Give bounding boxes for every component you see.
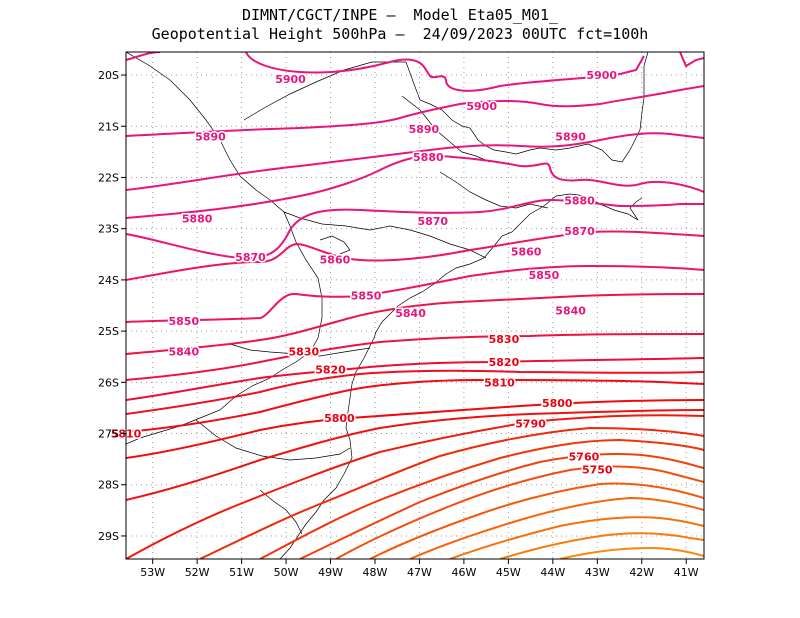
contour-label: 5900 (466, 100, 497, 113)
contour-label: 5860 (320, 253, 351, 266)
contour-line (679, 52, 704, 68)
coastline-and-borders (126, 52, 649, 559)
contour-line (369, 482, 704, 559)
contour-line (299, 453, 704, 559)
y-tick-label: 28S (98, 479, 119, 492)
contour-label: 5890 (409, 123, 440, 136)
contour-label: 5800 (542, 397, 573, 410)
x-tick-label: 52W (185, 566, 210, 579)
y-tick-label: 24S (98, 274, 119, 287)
x-tick-label: 53W (140, 566, 165, 579)
contour-line (449, 516, 704, 559)
x-tick-label: 49W (318, 566, 343, 579)
contour-line (335, 465, 704, 559)
contour-line (126, 264, 704, 323)
contour-label: 5840 (555, 305, 586, 318)
contour-line (245, 52, 645, 92)
contour-label: 5820 (315, 364, 346, 377)
contour-label: 5880 (182, 212, 213, 225)
axis-ticks: 53W 52W 51W 50W 49W 48W 47W 46W 45W 44W 43W 42W 41W 2… (98, 69, 699, 579)
contour-label: 5830 (289, 346, 320, 359)
contour-label: 5880 (564, 195, 595, 208)
x-tick-label: 41W (674, 566, 699, 579)
y-tick-label: 20S (98, 69, 119, 82)
contour-label: 5900 (586, 69, 617, 82)
contour-line (259, 438, 704, 559)
contour-line (126, 369, 704, 415)
contour-labels: 5900 5900 5900 5890 5890 5890 5880 5880 5880 5870… (109, 68, 619, 478)
contour-line (126, 399, 704, 459)
contour-line (126, 409, 704, 501)
x-tick-label: 43W (585, 566, 610, 579)
contour-label: 5800 (324, 412, 355, 425)
contour-line (409, 496, 704, 559)
contour-label: 5830 (489, 333, 520, 346)
contour-line (126, 198, 704, 260)
x-tick-label: 51W (229, 566, 254, 579)
contour-label: 5870 (235, 251, 266, 264)
map-title-line-2: Geopotential Height 500hPa – 24/09/2023 … (151, 25, 649, 43)
contour-line (126, 85, 704, 137)
y-tick-label: 26S (98, 376, 119, 389)
contour-label: 5850 (529, 269, 560, 282)
y-tick-label: 25S (98, 325, 119, 338)
contour-label: 5870 (564, 225, 595, 238)
contour-line (126, 378, 704, 433)
contour-line (126, 293, 704, 355)
x-tick-label: 50W (274, 566, 299, 579)
contour-line (499, 532, 704, 559)
contour-label: 5870 (417, 215, 448, 228)
contour-line (126, 333, 704, 381)
contour-line (126, 414, 704, 559)
contour-label: 5840 (168, 346, 199, 359)
contour-label: 5840 (395, 307, 426, 320)
contour-lines (126, 52, 704, 559)
contour-line (199, 426, 704, 559)
x-tick-label: 47W (407, 566, 432, 579)
contour-label: 5880 (413, 151, 444, 164)
plot-frame (125, 51, 705, 560)
contour-label: 5750 (582, 463, 613, 476)
map-title-line-1: DIMNT/CGCT/INPE – Model Eta05_M01_ (241, 6, 559, 24)
contour-label: 5820 (489, 356, 520, 369)
contour-label: 5860 (511, 246, 542, 259)
contour-label: 5890 (195, 131, 226, 144)
contour-label: 5890 (555, 131, 586, 144)
contour-label: 5760 (569, 451, 600, 464)
y-tick-label: 23S (98, 223, 119, 236)
y-tick-label: 21S (98, 120, 119, 133)
contour-label: 5850 (351, 289, 382, 302)
contour-line (126, 230, 704, 281)
contour-line (126, 132, 704, 191)
y-tick-label: 22S (98, 171, 119, 184)
y-tick-label: 29S (98, 530, 119, 543)
x-tick-label: 44W (540, 566, 565, 579)
contour-line (126, 154, 704, 219)
x-tick-label: 42W (629, 566, 654, 579)
x-tick-label: 46W (451, 566, 476, 579)
contour-line (126, 357, 704, 401)
x-tick-label: 45W (496, 566, 521, 579)
contour-label: 5900 (275, 73, 306, 86)
contour-label: 5790 (515, 417, 546, 430)
contour-label: 5850 (168, 315, 199, 328)
x-tick-label: 48W (363, 566, 388, 579)
y-tick-label: 27S (98, 428, 119, 441)
contour-label: 5810 (484, 376, 515, 389)
contour-line (559, 546, 704, 559)
